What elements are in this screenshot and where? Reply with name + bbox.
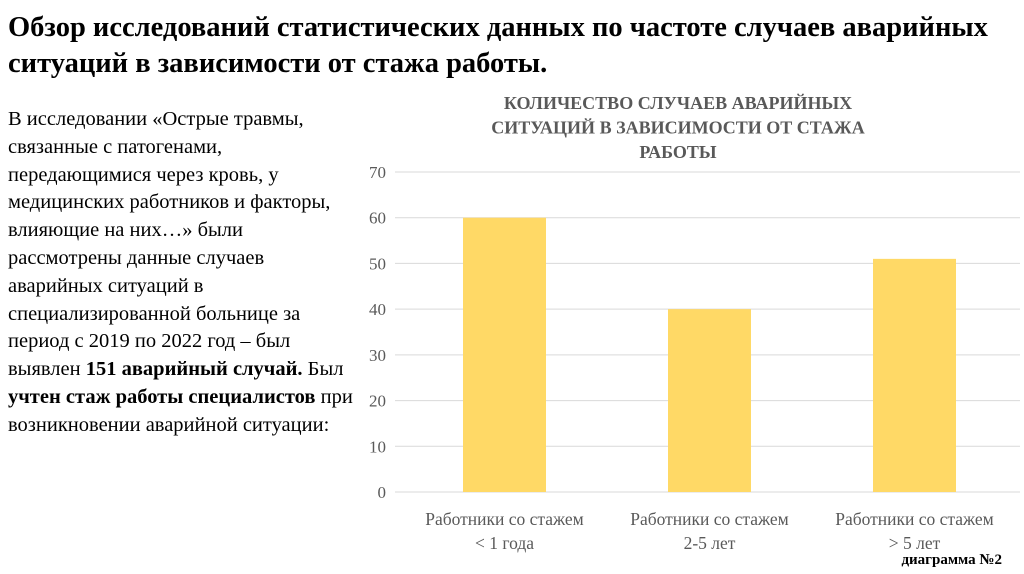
- bar: [873, 258, 956, 492]
- y-tick-label: 30: [369, 346, 386, 365]
- body-text: В исследовании «Острые травмы, связанные…: [8, 106, 353, 440]
- body-text-bold-segment: 151 аварийный случай.: [85, 358, 303, 381]
- body-text-segment: при возникновении аварийной ситуации:: [8, 385, 353, 436]
- body-text-bold-segment: учтен стаж работы специалистов: [8, 385, 316, 408]
- chart-title-line: РАБОТЫ: [639, 142, 716, 162]
- y-tick-label: 40: [369, 300, 386, 319]
- y-tick-label: 70: [369, 163, 386, 182]
- chart-title-line: КОЛИЧЕСТВО СЛУЧАЕВ АВАРИЙНЫХ: [504, 92, 852, 113]
- slide-title: Обзор исследований статистических данных…: [8, 12, 988, 79]
- bar: [463, 217, 546, 492]
- body-text-segment: В исследовании «Острые травмы, связанные…: [8, 108, 331, 381]
- y-tick-label: 0: [378, 483, 387, 502]
- chart-title-line: СИТУАЦИЙ В ЗАВИСИМОСТИ ОТ СТАЖА: [491, 117, 864, 138]
- chart-caption: диаграмма №2: [901, 552, 1002, 568]
- x-tick-label: < 1 года: [475, 533, 534, 553]
- y-tick-label: 60: [369, 209, 386, 228]
- body-text-segment: Был: [302, 358, 344, 381]
- bar: [668, 309, 751, 492]
- y-tick-label: 20: [369, 392, 386, 411]
- x-tick-label: Работники со стажем: [630, 509, 789, 529]
- y-tick-label: 50: [369, 254, 386, 273]
- x-tick-label: Работники со стажем: [835, 509, 994, 529]
- y-tick-label: 10: [369, 437, 386, 456]
- x-tick-label: Работники со стажем: [425, 509, 584, 529]
- x-tick-label: 2-5 лет: [684, 533, 736, 553]
- x-tick-label: > 5 лет: [889, 533, 941, 553]
